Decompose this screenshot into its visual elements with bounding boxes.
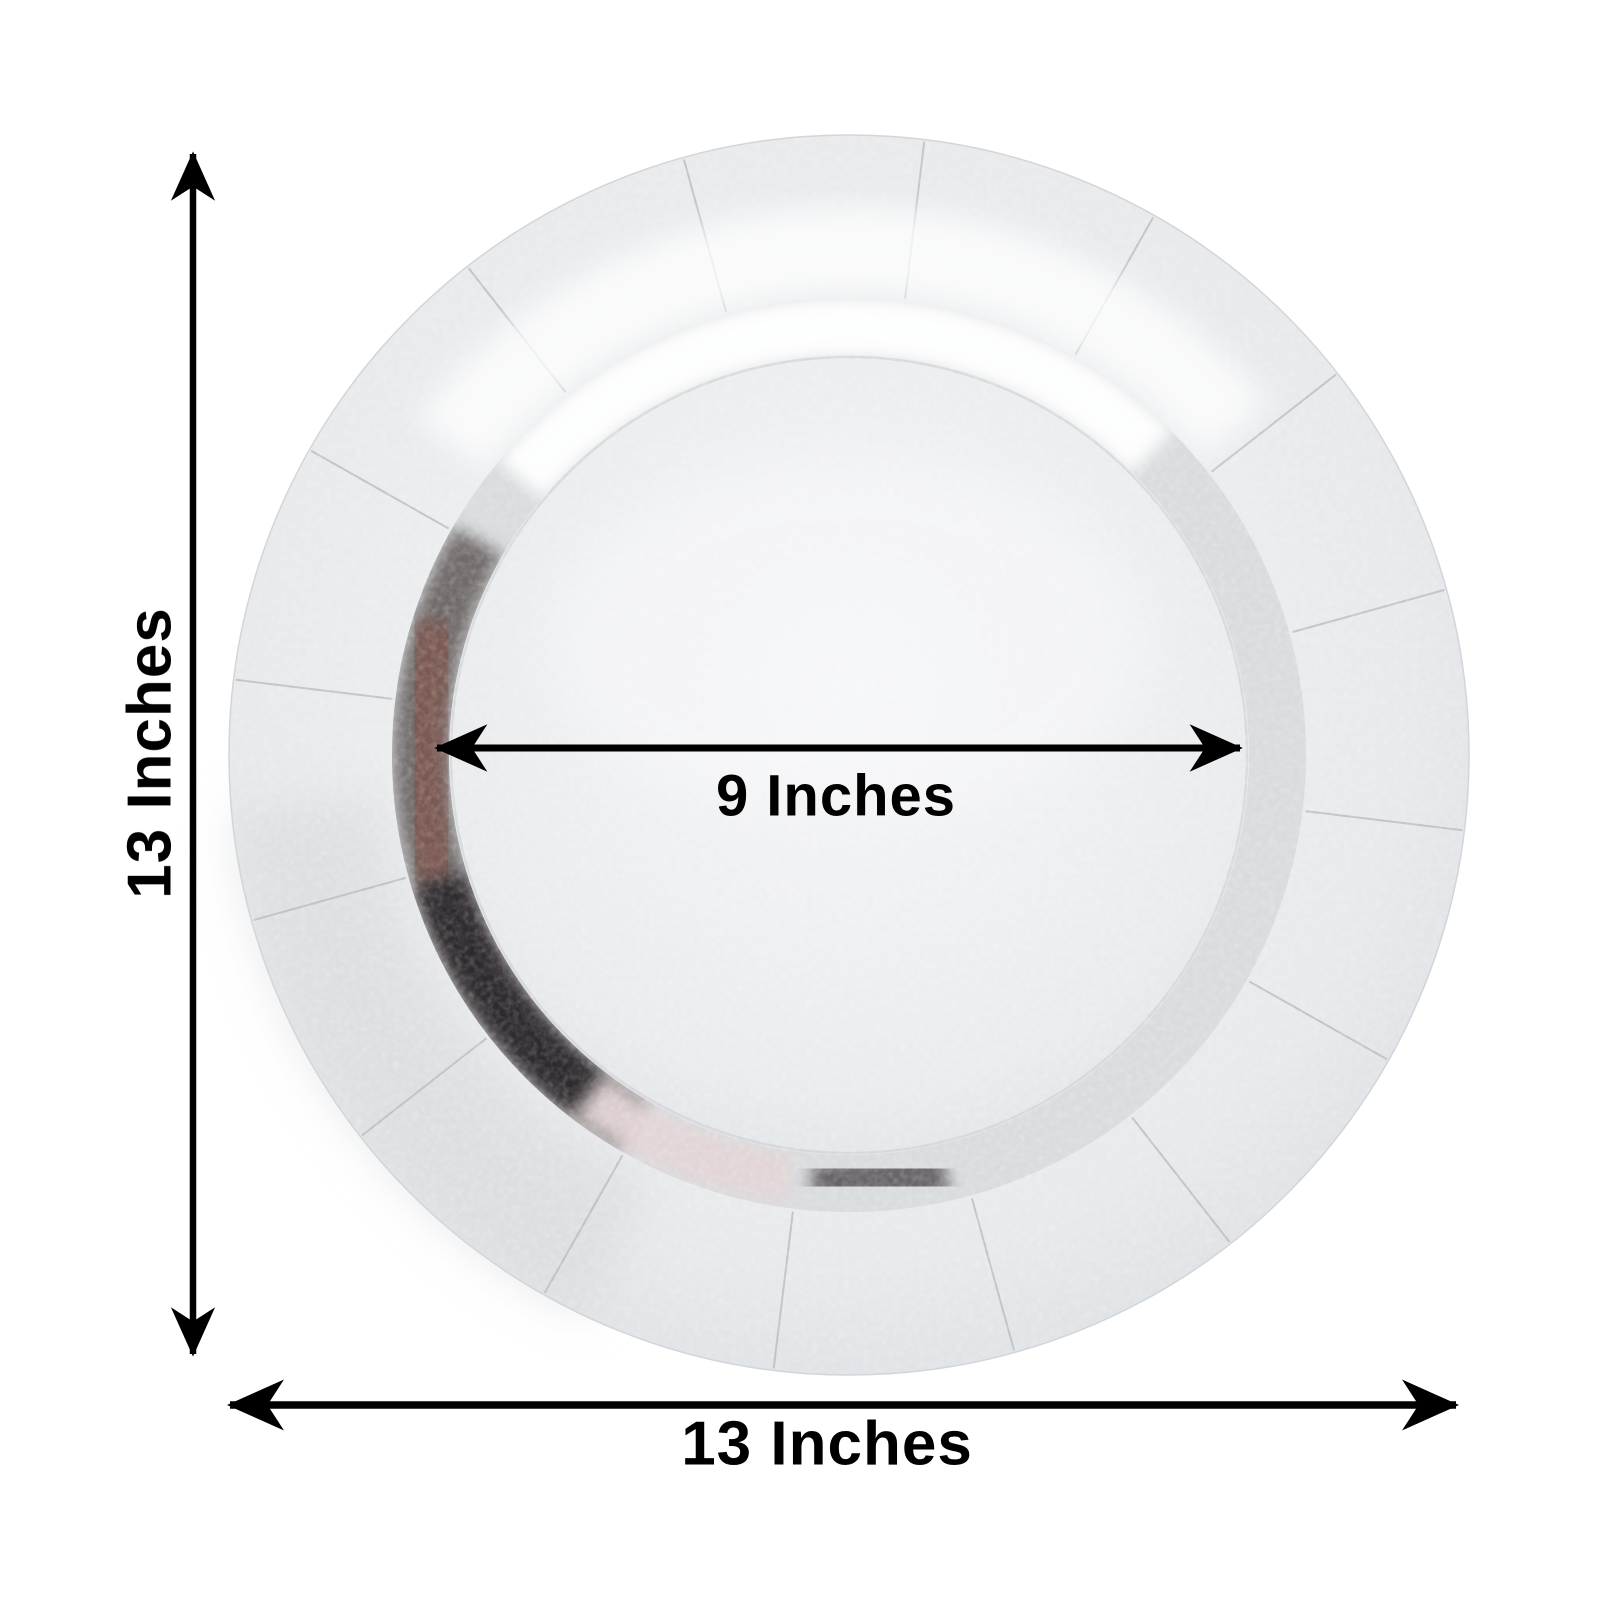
height-dimension-label: 13 Inches (115, 607, 185, 899)
charger-plate (228, 134, 1470, 1376)
width-dimension-label: 13 Inches (681, 1409, 973, 1479)
plate-texture (230, 136, 1468, 1374)
inner-diameter-label: 9 Inches (715, 763, 957, 829)
dimension-arrows (170, 151, 1459, 1431)
